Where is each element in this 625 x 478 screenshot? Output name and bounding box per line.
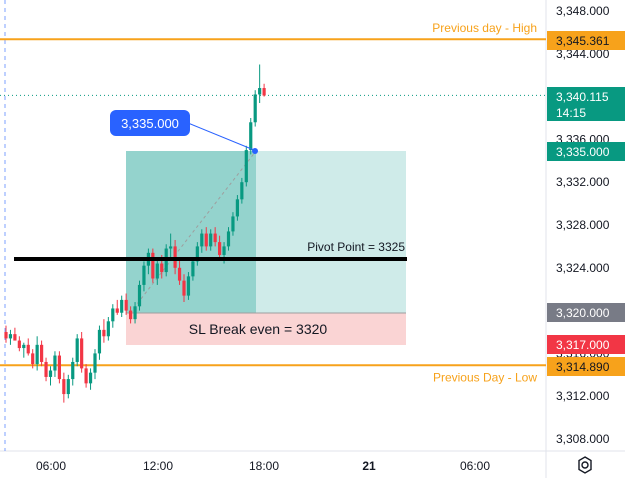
time-label-0600: 06:00 [36, 459, 66, 473]
candle-body [200, 233, 204, 247]
pivot-point-label: Pivot Point = 3325 [307, 240, 405, 254]
candle-body [48, 370, 53, 377]
candle-body [137, 284, 142, 307]
candle-body [249, 122, 253, 151]
candle-body [44, 361, 48, 377]
candle-body [253, 94, 257, 123]
candle-body [129, 310, 133, 320]
candle-body [13, 334, 17, 341]
candle-body [57, 355, 61, 380]
candlestick-series [4, 64, 266, 403]
candle-body [35, 344, 39, 365]
stop-price-tag: 3,320.000 [547, 303, 625, 322]
candle-body [66, 379, 70, 395]
candle-body [93, 353, 97, 373]
candle-body [262, 88, 266, 96]
candle-body [155, 263, 159, 279]
svg-text:3,335.000: 3,335.000 [556, 145, 610, 159]
candle-body [142, 265, 146, 285]
candle-body [226, 231, 231, 247]
candle-body [106, 321, 110, 337]
price-callout[interactable] [110, 110, 190, 136]
candle-body [231, 216, 235, 232]
candle-body [186, 276, 191, 296]
price-tick-label: 3,324.000 [556, 261, 610, 275]
candle-body [84, 368, 88, 384]
candle-body [133, 306, 137, 320]
time-label-1800: 18:00 [249, 459, 279, 473]
candle-body [151, 252, 155, 279]
candle-body [40, 344, 44, 362]
candle-body [102, 329, 106, 337]
candle-body [177, 267, 182, 281]
candle-body [191, 261, 195, 277]
candle-body [80, 338, 84, 369]
entry-price-tag: 3,335.000 [547, 142, 625, 161]
take-profit-filled-zone [126, 151, 256, 313]
prev-day-low-label: Previous Day - Low [433, 370, 537, 384]
price-tick-label: 3,312.000 [556, 389, 610, 403]
trade-path-line [129, 150, 257, 314]
price-tick-label: 3,344.000 [556, 47, 610, 61]
candle-body [169, 246, 173, 249]
price-tick-label: 3,308.000 [556, 432, 610, 446]
current-price-tag: 3,340.115 14:15 [547, 87, 625, 121]
prev-day-low-tag: 3,314.890 [547, 357, 625, 376]
candle-body [213, 233, 217, 243]
stop-loss-zone[interactable] [126, 313, 406, 345]
candle-body [209, 233, 213, 247]
callout-anchor [252, 148, 258, 154]
candle-body [111, 308, 115, 322]
candle-body [204, 233, 208, 247]
candle-body [195, 246, 199, 262]
take-profit-zone[interactable] [126, 151, 406, 313]
candle-body [160, 263, 164, 273]
price-callout-text: 3,335.000 [121, 116, 179, 131]
candle-body [244, 150, 248, 183]
sl-box-label: SL Break even = 3320 [189, 321, 328, 337]
svg-text:3,314.890: 3,314.890 [556, 360, 610, 374]
time-label-1200: 12:00 [143, 459, 173, 473]
candle-body [4, 332, 8, 339]
candle-body [124, 299, 128, 311]
candle-body [240, 182, 244, 200]
callout-pointer [187, 122, 255, 151]
candle-body [53, 355, 57, 371]
svg-text:14:15: 14:15 [556, 106, 586, 120]
candle-body [88, 372, 93, 384]
svg-text:3,317.000: 3,317.000 [556, 338, 610, 352]
candle-body [71, 361, 75, 380]
candle-body [26, 344, 30, 354]
candle-body [31, 353, 35, 365]
sell-price-tag: 3,317.000 [547, 335, 625, 354]
candle-body [235, 199, 239, 217]
candle-body [22, 344, 26, 349]
candle-body [115, 308, 119, 313]
prev-day-high-tag: 3,345.361 [547, 31, 625, 50]
candle-body [182, 280, 186, 296]
candle-body [62, 379, 66, 395]
candle-body [17, 340, 21, 349]
candle-body [120, 299, 124, 313]
candle-body [97, 329, 102, 354]
candle-body [258, 88, 262, 95]
candle-body [218, 242, 222, 255]
price-tick-label: 3,332.000 [556, 175, 610, 189]
candle-body [8, 334, 13, 339]
price-tick-label: 3,328.000 [556, 218, 610, 232]
gear-icon[interactable] [575, 455, 595, 475]
time-label-0600-next: 06:00 [460, 459, 490, 473]
prev-day-high-label: Previous day - High [432, 21, 537, 35]
candle-body [222, 246, 226, 255]
price-tick-label: 3,348.000 [556, 4, 610, 18]
svg-text:3,320.000: 3,320.000 [556, 306, 610, 320]
candle-body [75, 338, 79, 362]
price-axis[interactable]: 3,348.0003,344.0003,340.0003,336.0003,33… [556, 4, 610, 446]
time-label-day-21: 21 [362, 459, 376, 473]
svg-text:3,345.361: 3,345.361 [556, 34, 610, 48]
svg-text:3,340.115: 3,340.115 [556, 90, 609, 104]
